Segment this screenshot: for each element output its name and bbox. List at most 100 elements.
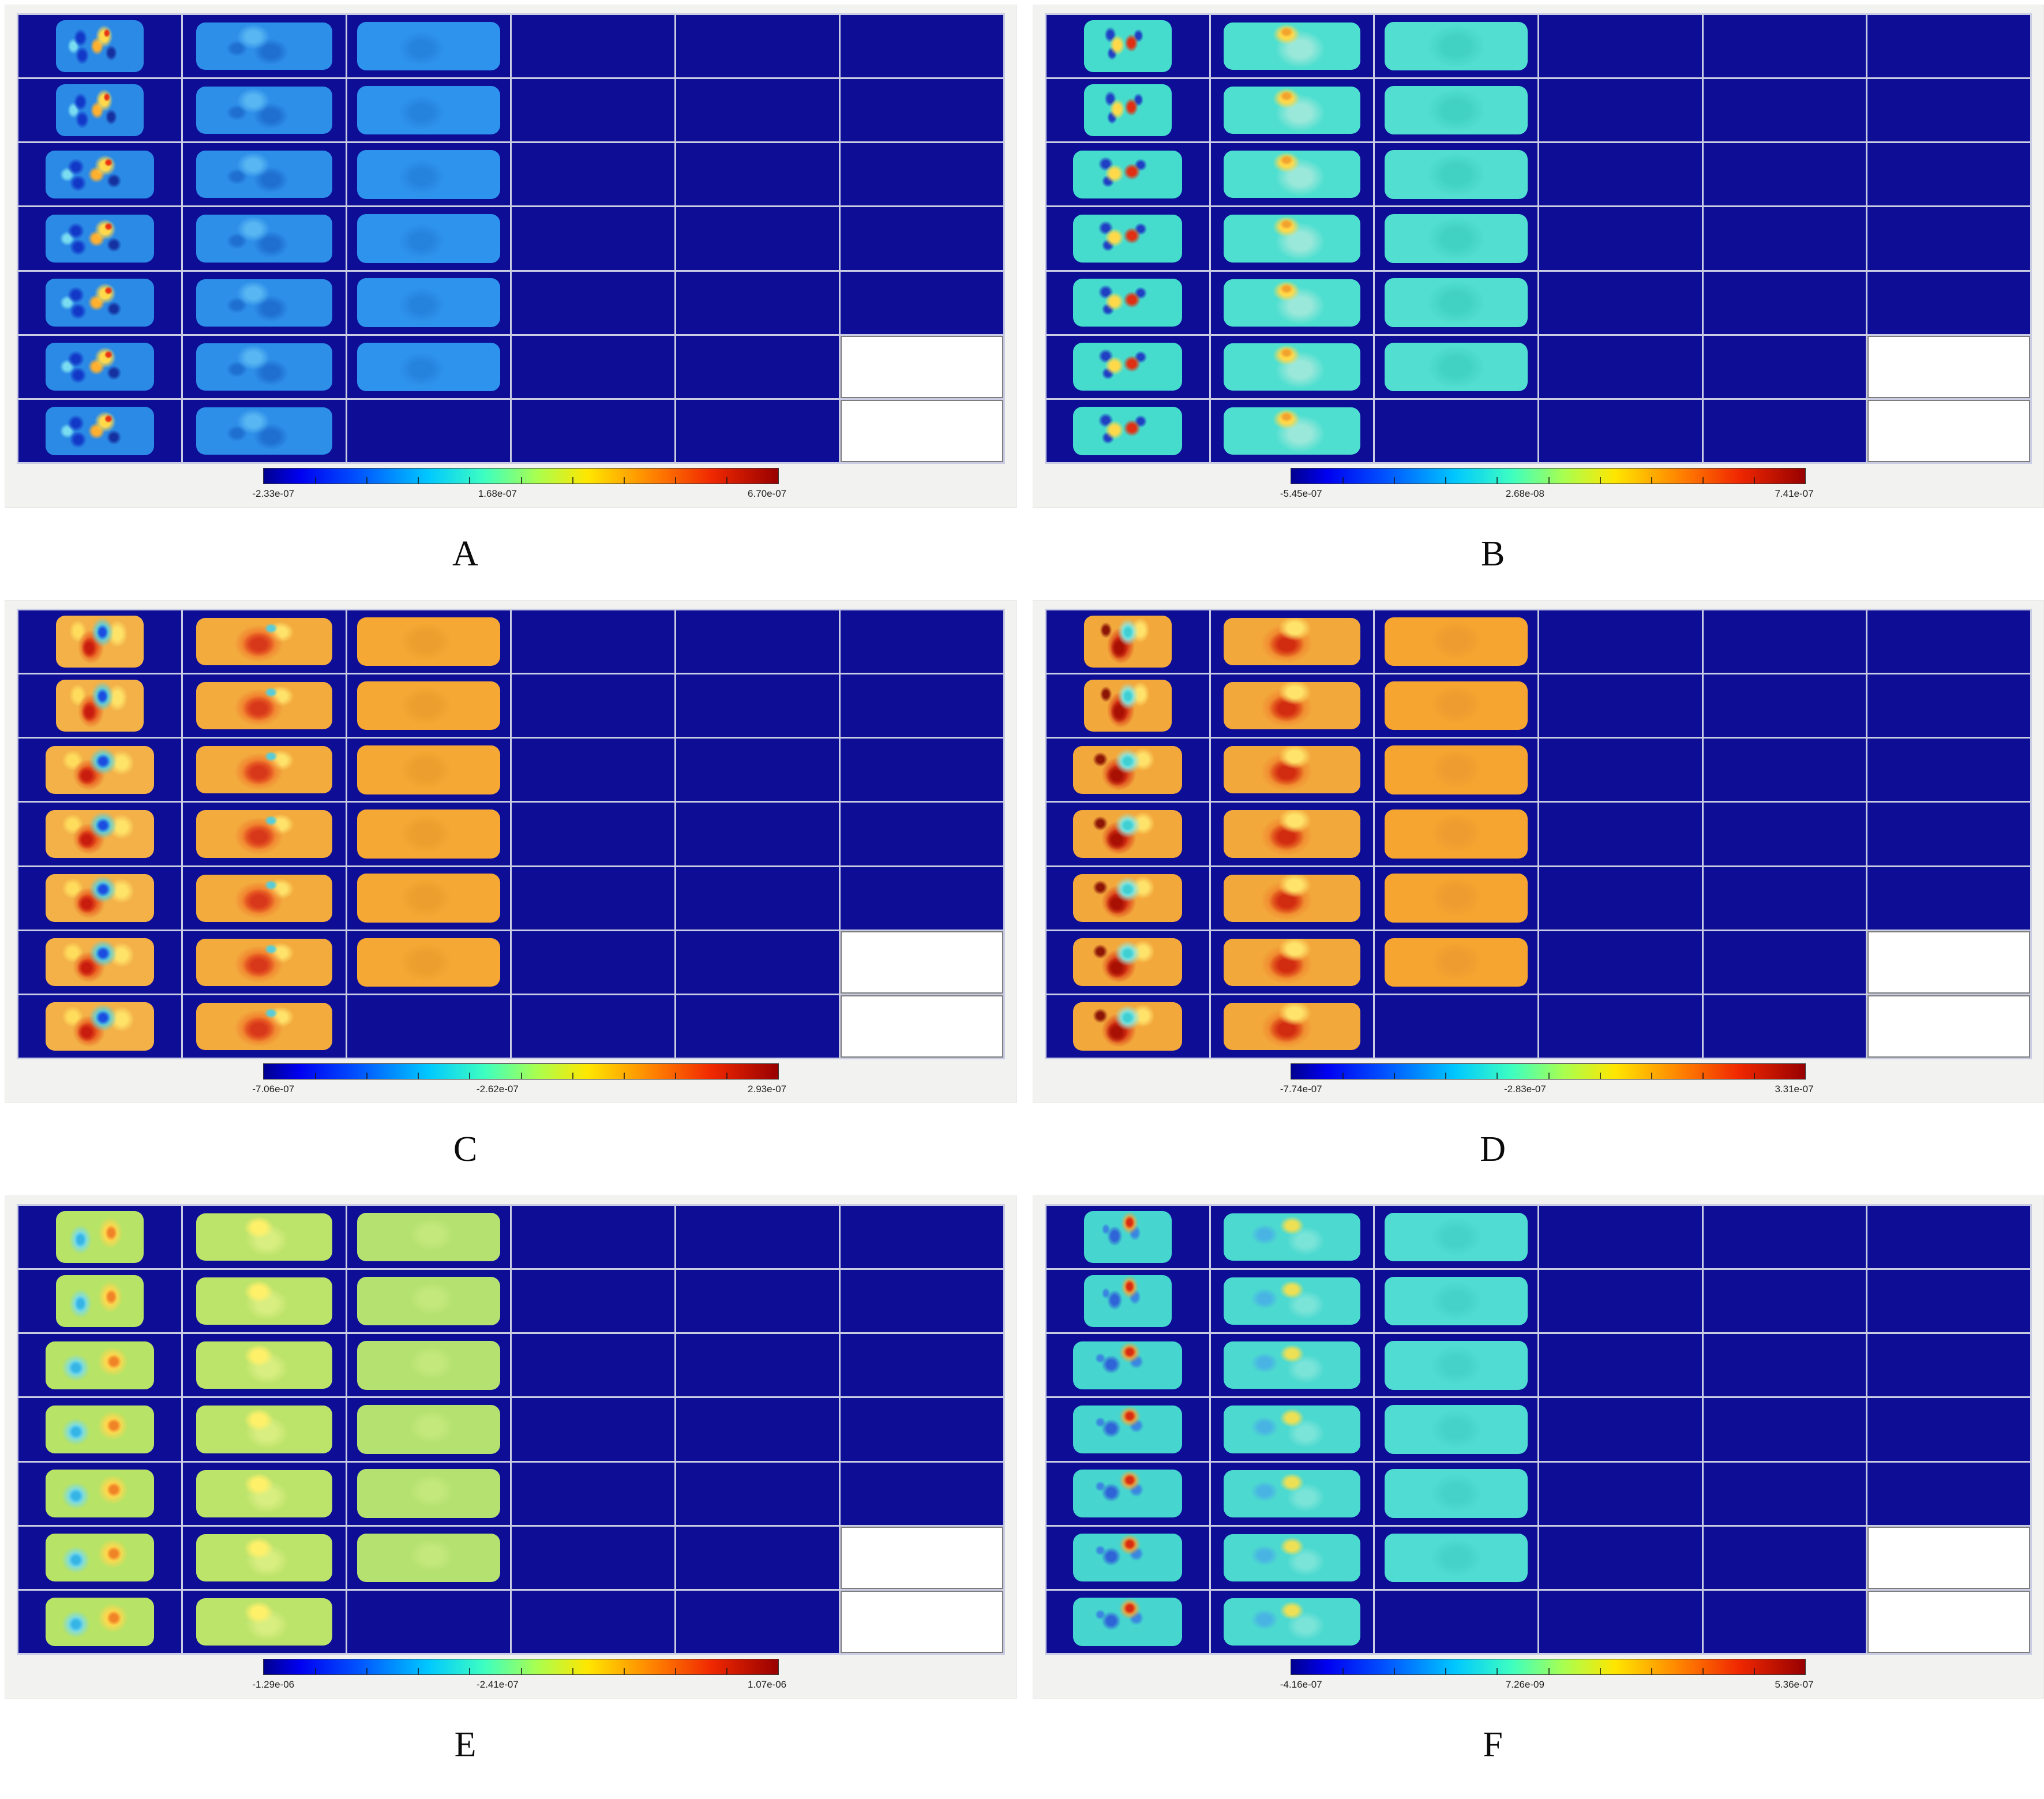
heatmap-blob <box>357 809 501 859</box>
grid-cell <box>18 143 181 206</box>
panel-a: -2.33e-07 1.68e-07 6.70e-07 A <box>5 5 1017 600</box>
colorbar-min-label: -7.74e-07 <box>1280 1084 1322 1095</box>
grid-cell <box>841 1462 1003 1525</box>
grid-cell <box>1539 739 1702 801</box>
grid-cell <box>1210 1462 1374 1525</box>
heatmap-blob <box>196 215 333 263</box>
heatmap-blob <box>1224 1002 1360 1051</box>
colorbar-tick <box>1445 1073 1447 1079</box>
grid-cell <box>676 1206 839 1269</box>
heatmap-blob <box>1385 342 1528 391</box>
grid-cell <box>347 1462 510 1525</box>
grid-cell <box>1375 674 1537 737</box>
heatmap-blob <box>196 343 333 391</box>
grid-cell <box>1047 271 1209 334</box>
heatmap-blob <box>1083 680 1172 732</box>
panel-b-heatmap-grid <box>1045 13 2032 464</box>
empty-white-cell <box>841 1526 1003 1589</box>
grid-cell <box>676 867 839 930</box>
colorbar-tick <box>1754 1668 1756 1674</box>
grid-cell <box>512 931 674 994</box>
panel-c-colorbar-zone: -7.06e-07 -2.62e-07 2.93e-07 <box>17 1059 1005 1104</box>
grid-cell <box>1210 15 1374 78</box>
heatmap-blob <box>1073 1534 1183 1582</box>
grid-cell <box>1210 399 1374 462</box>
colorbar-tick <box>1599 1073 1601 1079</box>
grid-cell <box>1047 15 1209 78</box>
grid-cell <box>676 931 839 994</box>
heatmap-blob <box>1224 279 1360 327</box>
grid-cell <box>183 1270 346 1333</box>
grid-cell <box>512 610 674 673</box>
grid-cell <box>18 79 181 142</box>
colorbar-tick <box>1754 477 1756 484</box>
grid-cell <box>1047 1334 1209 1397</box>
heatmap-blob <box>45 150 155 198</box>
panel-b-colorbar-zone: -5.45e-07 2.68e-08 7.41e-07 <box>1045 464 2032 509</box>
grid-cell <box>18 1398 181 1461</box>
grid-cell <box>18 1206 181 1269</box>
grid-cell <box>841 271 1003 334</box>
grid-cell <box>841 867 1003 930</box>
heatmap-blob <box>196 407 333 455</box>
grid-cell <box>512 1526 674 1589</box>
grid-cell <box>347 271 510 334</box>
grid-cell <box>1539 1590 1702 1653</box>
grid-cell <box>347 610 510 673</box>
grid-cell <box>1047 1398 1209 1461</box>
heatmap-blob <box>357 681 501 730</box>
grid-cell <box>1539 803 1702 865</box>
heatmap-blob <box>1083 84 1172 137</box>
grid-cell <box>1375 931 1537 994</box>
grid-cell <box>1539 399 1702 462</box>
grid-cell <box>1047 1462 1209 1525</box>
panel-a-colorbar-zone: -2.33e-07 1.68e-07 6.70e-07 <box>17 464 1005 509</box>
grid-cell <box>1210 1334 1374 1397</box>
grid-cell <box>18 1270 181 1333</box>
grid-cell <box>183 1590 346 1653</box>
heatmap-blob <box>45 1405 155 1454</box>
grid-cell <box>1539 1334 1702 1397</box>
grid-cell <box>1867 610 2030 673</box>
grid-cell <box>347 79 510 142</box>
grid-cell <box>1703 1334 1866 1397</box>
grid-cell <box>1867 207 2030 270</box>
grid-cell <box>1703 867 1866 930</box>
grid-cell <box>183 674 346 737</box>
grid-cell <box>1867 803 2030 865</box>
colorbar-tick <box>1342 1073 1344 1079</box>
heatmap-blob <box>1385 1212 1528 1262</box>
colorbar-tick <box>675 477 677 484</box>
grid-cell <box>841 143 1003 206</box>
grid-cell <box>1210 610 1374 673</box>
colorbar-tick <box>418 1073 419 1079</box>
grid-cell <box>512 674 674 737</box>
grid-cell <box>1703 143 1866 206</box>
empty-white-cell <box>841 995 1003 1058</box>
figure-panels: -2.33e-07 1.68e-07 6.70e-07 A -5.45e-07 … <box>5 5 2044 1791</box>
colorbar-mid-label: -2.83e-07 <box>1504 1084 1546 1095</box>
grid-cell <box>183 399 346 462</box>
empty-white-cell <box>841 399 1003 462</box>
grid-cell <box>183 143 346 206</box>
grid-cell <box>1047 399 1209 462</box>
grid-cell <box>347 1590 510 1653</box>
heatmap-blob <box>1073 1598 1183 1646</box>
grid-cell <box>347 143 510 206</box>
grid-cell <box>676 335 839 398</box>
colorbar-tick <box>469 1668 471 1674</box>
grid-cell <box>1047 610 1209 673</box>
grid-cell <box>512 1334 674 1397</box>
colorbar-tick <box>1651 1073 1652 1079</box>
heatmap-blob <box>1224 1598 1360 1646</box>
grid-cell <box>1047 803 1209 865</box>
colorbar-max-label: 1.07e-06 <box>748 1679 787 1690</box>
grid-cell <box>841 674 1003 737</box>
colorbar-tick <box>624 1073 625 1079</box>
panel-e-label-zone: E <box>5 1699 1017 1791</box>
heatmap-blob <box>1224 1341 1360 1389</box>
heatmap-blob <box>1224 407 1360 455</box>
heatmap-blob <box>357 1277 501 1326</box>
colorbar-tick <box>1342 1668 1344 1674</box>
heatmap-blob <box>196 1277 333 1325</box>
